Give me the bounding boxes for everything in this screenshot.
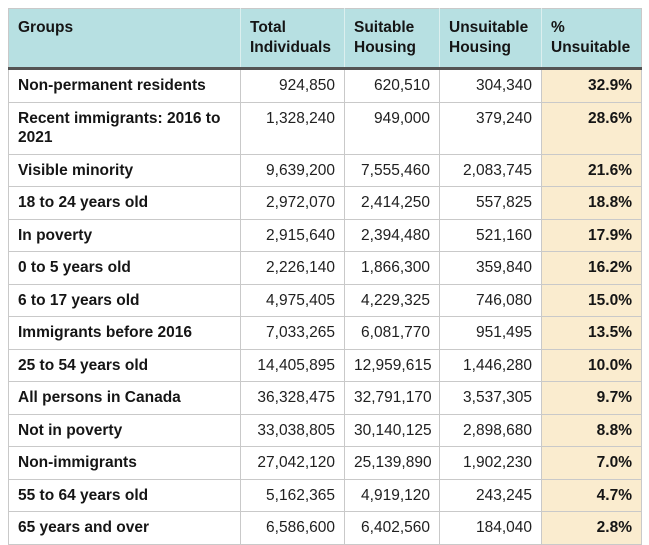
cell-suitable-housing: 32,791,170 [344,381,440,415]
table-row: Non-immigrants 27,042,120 25,139,890 1,9… [8,446,642,480]
cell-group: 0 to 5 years old [8,251,241,285]
table-row: In poverty 2,915,640 2,394,480 521,160 1… [8,218,642,252]
table-row: Recent immigrants: 2016 to 2021 1,328,24… [8,101,642,155]
cell-suitable-housing: 949,000 [344,101,440,155]
cell-unsuitable-housing: 951,495 [439,316,542,350]
cell-group: 18 to 24 years old [8,186,241,220]
housing-suitability-table: Groups Total Individuals Suitable Housin… [8,8,642,545]
cell-suitable-housing: 2,414,250 [344,186,440,220]
cell-total-individuals: 33,038,805 [240,413,345,447]
cell-suitable-housing: 620,510 [344,68,440,103]
cell-total-individuals: 7,033,265 [240,316,345,350]
cell-pct-unsuitable: 10.0% [541,348,642,382]
cell-suitable-housing: 12,959,615 [344,348,440,382]
cell-unsuitable-housing: 2,898,680 [439,413,542,447]
cell-suitable-housing: 6,402,560 [344,511,440,545]
cell-pct-unsuitable: 9.7% [541,381,642,415]
column-header-unsuitable-housing: Unsuitable Housing [439,8,542,71]
table-row: 65 years and over 6,586,600 6,402,560 18… [8,511,642,545]
cell-unsuitable-housing: 521,160 [439,218,542,252]
cell-pct-unsuitable: 4.7% [541,478,642,512]
table-row: Immigrants before 2016 7,033,265 6,081,7… [8,316,642,350]
cell-group: Visible minority [8,153,241,187]
table-row: 18 to 24 years old 2,972,070 2,414,250 5… [8,186,642,220]
cell-group: Non-immigrants [8,446,241,480]
table-row: 6 to 17 years old 4,975,405 4,229,325 74… [8,283,642,317]
cell-total-individuals: 1,328,240 [240,101,345,155]
cell-group: Non-permanent residents [18,77,206,95]
cell-total-individuals: 2,915,640 [240,218,345,252]
cell-suitable-housing: 4,919,120 [344,478,440,512]
cell-unsuitable-housing: 184,040 [439,511,542,545]
column-header-total-individuals: Total Individuals [240,8,345,71]
table-row: Visible minority 9,639,200 7,555,460 2,0… [8,153,642,187]
cell-pct-unsuitable: 2.8% [541,511,642,545]
table-row: 55 to 64 years old 5,162,365 4,919,120 2… [8,478,642,512]
cell-unsuitable-housing: 243,245 [439,478,542,512]
table-header: Groups Total Individuals Suitable Housin… [8,8,642,71]
cell-unsuitable-housing: 359,840 [439,251,542,285]
header-row: Groups Total Individuals Suitable Housin… [8,8,642,71]
table-row: 25 to 54 years old 14,405,895 12,959,615… [8,348,642,382]
cell-group: Immigrants before 2016 [8,316,241,350]
table-body: Non-permanent residents 924,850 620,510 … [8,68,642,545]
cell-pct-unsuitable: 21.6% [541,153,642,187]
cell-total-individuals: 924,850 [240,68,345,103]
cell-pct-unsuitable: 18.8% [541,186,642,220]
cell-unsuitable-housing: 3,537,305 [439,381,542,415]
cell-suitable-housing: 1,866,300 [344,251,440,285]
cell-suitable-housing: 4,229,325 [344,283,440,317]
cell-pct-unsuitable: 8.8% [541,413,642,447]
column-header-groups: Groups [8,8,241,71]
cell-total-individuals: 36,328,475 [240,381,345,415]
cell-suitable-housing: 6,081,770 [344,316,440,350]
cell-total-individuals: 6,586,600 [240,511,345,545]
cell-unsuitable-housing: 379,240 [439,101,542,155]
cell-suitable-housing: 7,555,460 [344,153,440,187]
cell-pct-unsuitable: 28.6% [541,101,642,155]
column-header-suitable-housing: Suitable Housing [344,8,440,71]
cell-total-individuals: 9,639,200 [240,153,345,187]
cell-group: 25 to 54 years old [8,348,241,382]
table-row: Not in poverty 33,038,805 30,140,125 2,8… [8,413,642,447]
cell-group: All persons in Canada [8,381,241,415]
cell-group: 65 years and over [8,511,241,545]
cell-total-individuals: 14,405,895 [240,348,345,382]
cell-group: Recent immigrants: 2016 to 2021 [8,101,241,155]
cell-group: Not in poverty [8,413,241,447]
cell-unsuitable-housing: 1,902,230 [439,446,542,480]
column-header-pct-unsuitable: % Unsuitable [541,8,642,71]
cell-total-individuals: 2,226,140 [240,251,345,285]
cell-total-individuals: 2,972,070 [240,186,345,220]
cell-group: 55 to 64 years old [8,478,241,512]
cell-pct-unsuitable: 7.0% [541,446,642,480]
table-row: Non-permanent residents 924,850 620,510 … [9,68,642,103]
cell-group: In poverty [8,218,241,252]
cell-total-individuals: 5,162,365 [240,478,345,512]
cell-pct-unsuitable: 15.0% [541,283,642,317]
housing-suitability-table-wrap: Groups Total Individuals Suitable Housin… [8,8,642,545]
cell-suitable-housing: 30,140,125 [344,413,440,447]
table-row: 0 to 5 years old 2,226,140 1,866,300 359… [8,251,642,285]
cell-unsuitable-housing: 557,825 [439,186,542,220]
cell-pct-unsuitable: 32.9% [541,68,642,103]
cell-suitable-housing: 2,394,480 [344,218,440,252]
cell-total-individuals: 27,042,120 [240,446,345,480]
cell-total-individuals: 4,975,405 [240,283,345,317]
cell-pct-unsuitable: 17.9% [541,218,642,252]
table-row: All persons in Canada 36,328,475 32,791,… [8,381,642,415]
cell-unsuitable-housing: 304,340 [439,68,542,103]
cell-pct-unsuitable: 13.5% [541,316,642,350]
cell-pct-unsuitable: 16.2% [541,251,642,285]
cell-unsuitable-housing: 2,083,745 [439,153,542,187]
cell-group: 6 to 17 years old [8,283,241,317]
cell-unsuitable-housing: 746,080 [439,283,542,317]
cell-suitable-housing: 25,139,890 [344,446,440,480]
cell-unsuitable-housing: 1,446,280 [439,348,542,382]
